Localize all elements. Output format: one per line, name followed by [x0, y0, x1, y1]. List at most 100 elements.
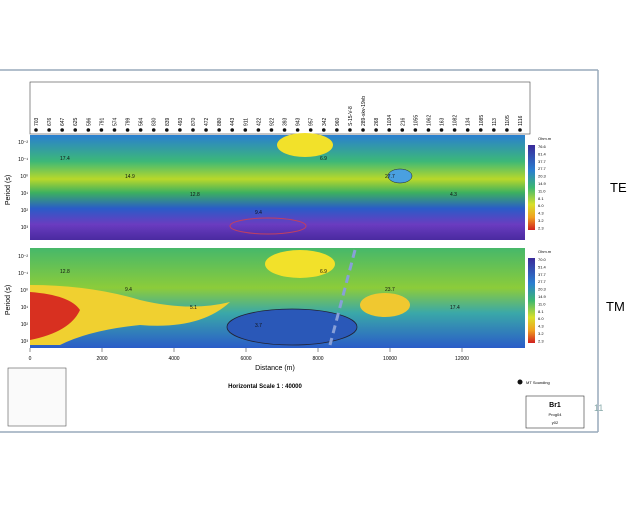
contour-label: 6.9	[320, 269, 327, 275]
y-tick-label: 10⁻¹	[18, 271, 28, 277]
station-label: 960	[335, 117, 341, 126]
x-tick-label: 6000	[240, 356, 251, 362]
station-marker	[400, 128, 405, 132]
station-label: 957	[309, 117, 315, 126]
colorbar	[528, 145, 535, 230]
station-marker	[478, 128, 483, 132]
station-label: 268	[374, 117, 380, 126]
station-label: 342	[322, 117, 328, 126]
station-label: 870	[191, 117, 197, 126]
station-label: 791	[99, 117, 105, 126]
station-marker	[243, 128, 248, 132]
contour-label: 6.9	[320, 156, 327, 162]
anomaly	[387, 168, 413, 184]
station-label: 134	[466, 117, 472, 126]
station-marker	[465, 128, 470, 132]
y-axis-title: Period (s)	[5, 175, 12, 205]
station-label: 472	[204, 117, 210, 126]
station-label: 676	[47, 117, 53, 126]
colorbar-label: 3.2	[538, 218, 544, 223]
y-tick-label: 10⁻²	[18, 254, 28, 260]
colorbar-label: 3.2	[538, 331, 544, 336]
contour-label: 5.1	[190, 305, 197, 311]
station-box	[29, 81, 531, 135]
highlight	[229, 217, 307, 235]
station-marker	[269, 128, 274, 132]
y-tick-label: 10⁻¹	[18, 157, 28, 163]
station-marker	[178, 128, 182, 132]
x-tick-label: 12000	[455, 356, 469, 362]
anomaly	[360, 293, 410, 317]
y-axis-title: Period (s)	[5, 285, 12, 315]
panel-label: TE	[610, 180, 627, 195]
y-tick-label: 10¹	[21, 305, 29, 311]
station-marker	[86, 128, 91, 132]
station-marker	[112, 128, 117, 132]
station-marker	[165, 128, 169, 132]
x-tick-label: 10000	[383, 356, 397, 362]
title-block-title: Br1	[549, 402, 561, 409]
x-tick-label: 4000	[168, 356, 179, 362]
station-label: 911	[243, 118, 249, 126]
station-marker	[335, 128, 339, 132]
station-marker	[308, 128, 313, 132]
colorbar-label: 6.0	[538, 203, 544, 208]
station-label: S-15-V-8	[348, 106, 354, 126]
anomaly	[30, 285, 230, 345]
station-label: 839	[165, 117, 171, 126]
station-marker	[204, 128, 208, 132]
title-block-row: Prog04	[549, 412, 563, 417]
station-label: 493	[178, 117, 184, 126]
scale-text: Horizontal Scale 1 : 40000	[228, 384, 302, 390]
station-marker	[518, 128, 522, 132]
station-label: 880	[217, 117, 223, 126]
anomaly	[30, 292, 80, 340]
station-marker	[60, 128, 64, 132]
station-label: 564	[139, 117, 145, 126]
colorbar-label: 14.9	[538, 181, 547, 186]
station-marker	[321, 128, 326, 132]
station-marker	[439, 128, 444, 132]
labels: 10⁻² 10⁻¹ 10⁰ 10¹ 10² 10³ 10⁻² 10⁻¹ 10⁰ 10¹ 10² 10³…	[18, 140, 546, 362]
colorbar-label: 2.3	[538, 338, 544, 343]
x-tick-label: 2000	[96, 356, 107, 362]
y-tick-label: 10⁰	[20, 288, 28, 294]
contour-label: 12.8	[60, 269, 70, 275]
station-label: 1116	[518, 115, 524, 126]
station-label: 830	[152, 117, 158, 126]
station-marker	[295, 128, 300, 132]
colorbar-label: 27.7	[538, 279, 547, 284]
panel-label: TM	[606, 299, 625, 314]
station-marker	[256, 128, 261, 132]
station-marker	[217, 128, 221, 132]
station-label: 1105	[505, 115, 511, 126]
anomaly	[226, 308, 358, 346]
station-label: 422	[256, 117, 262, 126]
station-marker	[191, 128, 195, 132]
contour-label: 14.9	[125, 174, 135, 180]
colorbar-label: 14.9	[538, 294, 547, 299]
station-marker	[230, 128, 235, 132]
colorbar-label: 70.0	[538, 257, 547, 262]
station-marker	[426, 128, 431, 132]
colorbar-label: 37.7	[538, 159, 547, 164]
station-marker	[125, 128, 130, 132]
colorbar-label: 2.3	[538, 225, 544, 230]
station-marker	[505, 128, 509, 132]
contour-label: 27.7	[385, 174, 395, 180]
x-tick-label: 8000	[312, 356, 323, 362]
station-marker	[361, 128, 365, 132]
colorbar-label: 37.7	[538, 272, 547, 277]
colorbar-label: 4.3	[538, 211, 544, 216]
x-axis-title: Distance (m)	[255, 365, 295, 372]
station-label: 443	[230, 117, 236, 126]
title-block	[525, 395, 585, 429]
contour-label: 9.4	[125, 287, 132, 293]
station-label: 703	[34, 117, 40, 126]
station-marker	[348, 128, 352, 132]
station-label: 596	[86, 117, 92, 126]
y-tick-label: 10³	[21, 339, 29, 345]
station-label: 943	[296, 117, 302, 126]
station-marker	[99, 128, 104, 132]
